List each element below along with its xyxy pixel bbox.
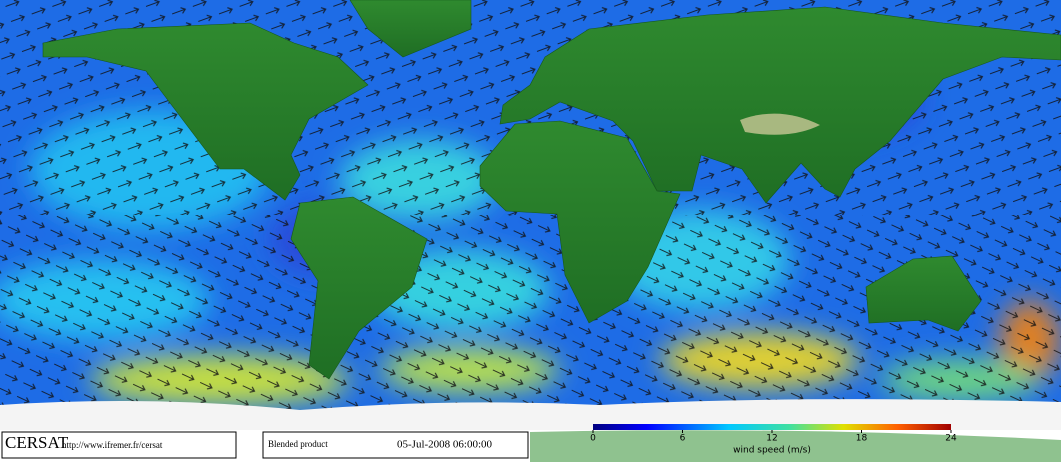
greenland <box>349 0 472 58</box>
product: Blended product <box>268 439 328 449</box>
north-america <box>42 22 369 201</box>
antarctica-strip <box>530 430 1061 462</box>
colorbar-tick-label: 6 <box>680 434 686 444</box>
australia <box>865 255 982 332</box>
south-america <box>290 196 428 380</box>
colorbar-label: wind speed (m/s) <box>733 446 811 456</box>
date: 05-Jul-2008 06:00:00 <box>397 439 493 451</box>
antarctica <box>0 399 1061 430</box>
url: http://www.ifremer.fr/cersat <box>62 440 163 450</box>
colorbar <box>593 424 951 430</box>
logo: CERSAT <box>5 433 69 452</box>
land <box>42 0 1061 380</box>
logo-box <box>1 431 237 459</box>
eurasia <box>499 6 1061 204</box>
info-box <box>262 431 529 459</box>
tibet <box>740 113 820 135</box>
colorbar-tick-label: 18 <box>856 434 868 444</box>
colorbar-tick-label: 0 <box>590 434 596 444</box>
africa <box>479 120 681 324</box>
colorbar-tick-label: 12 <box>766 434 777 444</box>
colorbar-tick-label: 24 <box>945 434 957 444</box>
